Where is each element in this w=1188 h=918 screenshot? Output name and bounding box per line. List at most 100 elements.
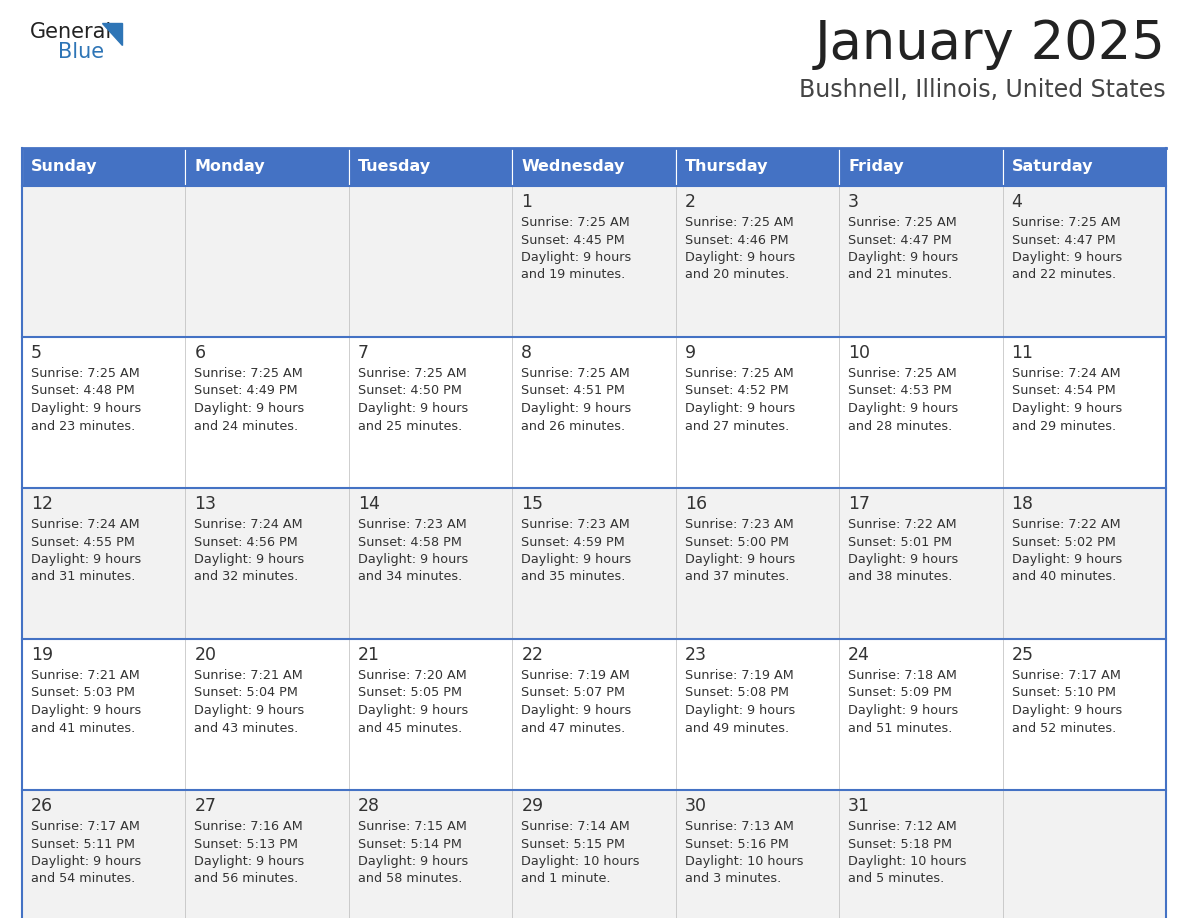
Text: Sunrise: 7:25 AM: Sunrise: 7:25 AM xyxy=(848,367,956,380)
Text: Sunset: 5:15 PM: Sunset: 5:15 PM xyxy=(522,837,625,850)
Text: Sunrise: 7:23 AM: Sunrise: 7:23 AM xyxy=(358,518,467,531)
Text: Daylight: 9 hours: Daylight: 9 hours xyxy=(195,704,304,717)
Text: Daylight: 9 hours: Daylight: 9 hours xyxy=(195,855,304,868)
Text: and 34 minutes.: and 34 minutes. xyxy=(358,570,462,584)
Text: Sunset: 5:09 PM: Sunset: 5:09 PM xyxy=(848,687,952,700)
Text: Daylight: 9 hours: Daylight: 9 hours xyxy=(848,402,959,415)
Text: and 56 minutes.: and 56 minutes. xyxy=(195,872,298,886)
Text: 25: 25 xyxy=(1011,646,1034,664)
Text: and 29 minutes.: and 29 minutes. xyxy=(1011,420,1116,432)
Text: Daylight: 9 hours: Daylight: 9 hours xyxy=(1011,402,1121,415)
Text: 31: 31 xyxy=(848,797,870,815)
Text: Sunrise: 7:17 AM: Sunrise: 7:17 AM xyxy=(1011,669,1120,682)
Text: Daylight: 9 hours: Daylight: 9 hours xyxy=(684,553,795,566)
Text: and 40 minutes.: and 40 minutes. xyxy=(1011,570,1116,584)
Text: Daylight: 9 hours: Daylight: 9 hours xyxy=(522,402,632,415)
Text: 26: 26 xyxy=(31,797,53,815)
Text: Sunrise: 7:25 AM: Sunrise: 7:25 AM xyxy=(848,216,956,229)
Text: Saturday: Saturday xyxy=(1011,160,1093,174)
Text: Sunset: 4:56 PM: Sunset: 4:56 PM xyxy=(195,535,298,548)
Text: 18: 18 xyxy=(1011,495,1034,513)
Bar xyxy=(839,148,1003,186)
Text: and 26 minutes.: and 26 minutes. xyxy=(522,420,625,432)
Text: Sunrise: 7:23 AM: Sunrise: 7:23 AM xyxy=(684,518,794,531)
Bar xyxy=(23,186,1165,337)
Text: Daylight: 9 hours: Daylight: 9 hours xyxy=(848,553,959,566)
Text: Sunrise: 7:20 AM: Sunrise: 7:20 AM xyxy=(358,669,467,682)
Bar xyxy=(23,488,1165,639)
Text: 24: 24 xyxy=(848,646,870,664)
Bar xyxy=(23,337,1165,488)
Text: Daylight: 9 hours: Daylight: 9 hours xyxy=(31,402,141,415)
Text: and 1 minute.: and 1 minute. xyxy=(522,872,611,886)
Text: 30: 30 xyxy=(684,797,707,815)
Text: Sunset: 5:18 PM: Sunset: 5:18 PM xyxy=(848,837,952,850)
Text: Sunset: 5:14 PM: Sunset: 5:14 PM xyxy=(358,837,462,850)
Text: Sunset: 4:58 PM: Sunset: 4:58 PM xyxy=(358,535,462,548)
Text: Daylight: 9 hours: Daylight: 9 hours xyxy=(1011,704,1121,717)
Text: and 32 minutes.: and 32 minutes. xyxy=(195,570,298,584)
Text: Daylight: 9 hours: Daylight: 9 hours xyxy=(358,855,468,868)
Text: Sunrise: 7:25 AM: Sunrise: 7:25 AM xyxy=(1011,216,1120,229)
Text: Sunrise: 7:25 AM: Sunrise: 7:25 AM xyxy=(522,216,630,229)
Text: Sunset: 5:07 PM: Sunset: 5:07 PM xyxy=(522,687,625,700)
Text: Sunrise: 7:22 AM: Sunrise: 7:22 AM xyxy=(1011,518,1120,531)
Text: 16: 16 xyxy=(684,495,707,513)
Text: Daylight: 9 hours: Daylight: 9 hours xyxy=(195,402,304,415)
Text: Daylight: 9 hours: Daylight: 9 hours xyxy=(358,402,468,415)
Text: and 51 minutes.: and 51 minutes. xyxy=(848,722,953,734)
Text: and 47 minutes.: and 47 minutes. xyxy=(522,722,626,734)
Text: Daylight: 9 hours: Daylight: 9 hours xyxy=(684,704,795,717)
Text: Daylight: 9 hours: Daylight: 9 hours xyxy=(848,704,959,717)
Text: Daylight: 9 hours: Daylight: 9 hours xyxy=(358,553,468,566)
Text: 6: 6 xyxy=(195,344,206,362)
Text: Tuesday: Tuesday xyxy=(358,160,431,174)
Text: 12: 12 xyxy=(31,495,53,513)
Text: Sunrise: 7:21 AM: Sunrise: 7:21 AM xyxy=(31,669,140,682)
Bar xyxy=(512,148,676,186)
Text: Sunset: 4:46 PM: Sunset: 4:46 PM xyxy=(684,233,789,247)
Text: Sunset: 4:59 PM: Sunset: 4:59 PM xyxy=(522,535,625,548)
Bar xyxy=(1003,148,1165,186)
Polygon shape xyxy=(102,23,122,45)
Text: Sunrise: 7:19 AM: Sunrise: 7:19 AM xyxy=(522,669,630,682)
Text: Sunrise: 7:24 AM: Sunrise: 7:24 AM xyxy=(1011,367,1120,380)
Text: and 21 minutes.: and 21 minutes. xyxy=(848,268,953,282)
Text: and 38 minutes.: and 38 minutes. xyxy=(848,570,953,584)
Text: Sunset: 4:49 PM: Sunset: 4:49 PM xyxy=(195,385,298,397)
Text: Sunset: 4:47 PM: Sunset: 4:47 PM xyxy=(848,233,952,247)
Text: Monday: Monday xyxy=(195,160,265,174)
Text: and 45 minutes.: and 45 minutes. xyxy=(358,722,462,734)
Bar xyxy=(23,639,1165,790)
Text: Sunset: 4:55 PM: Sunset: 4:55 PM xyxy=(31,535,135,548)
Text: 3: 3 xyxy=(848,193,859,211)
Text: Sunset: 4:45 PM: Sunset: 4:45 PM xyxy=(522,233,625,247)
Text: Sunset: 4:54 PM: Sunset: 4:54 PM xyxy=(1011,385,1116,397)
Bar xyxy=(349,148,512,186)
Text: Daylight: 10 hours: Daylight: 10 hours xyxy=(522,855,640,868)
Text: January 2025: January 2025 xyxy=(815,18,1165,70)
Text: and 22 minutes.: and 22 minutes. xyxy=(1011,268,1116,282)
Text: Sunrise: 7:25 AM: Sunrise: 7:25 AM xyxy=(31,367,140,380)
Bar xyxy=(23,148,185,186)
Text: Sunset: 5:10 PM: Sunset: 5:10 PM xyxy=(1011,687,1116,700)
Text: Sunset: 4:52 PM: Sunset: 4:52 PM xyxy=(684,385,789,397)
Text: and 52 minutes.: and 52 minutes. xyxy=(1011,722,1116,734)
Text: Sunrise: 7:12 AM: Sunrise: 7:12 AM xyxy=(848,820,956,833)
Text: Sunrise: 7:23 AM: Sunrise: 7:23 AM xyxy=(522,518,630,531)
Text: Daylight: 9 hours: Daylight: 9 hours xyxy=(522,251,632,264)
Text: Sunrise: 7:16 AM: Sunrise: 7:16 AM xyxy=(195,820,303,833)
Bar xyxy=(676,148,839,186)
Text: Daylight: 9 hours: Daylight: 9 hours xyxy=(358,704,468,717)
Text: 7: 7 xyxy=(358,344,368,362)
Text: Sunrise: 7:19 AM: Sunrise: 7:19 AM xyxy=(684,669,794,682)
Text: 27: 27 xyxy=(195,797,216,815)
Text: Sunrise: 7:17 AM: Sunrise: 7:17 AM xyxy=(31,820,140,833)
Text: 15: 15 xyxy=(522,495,543,513)
Text: Sunrise: 7:14 AM: Sunrise: 7:14 AM xyxy=(522,820,630,833)
Text: Daylight: 9 hours: Daylight: 9 hours xyxy=(684,251,795,264)
Text: Daylight: 9 hours: Daylight: 9 hours xyxy=(31,553,141,566)
Text: 19: 19 xyxy=(31,646,53,664)
Text: and 25 minutes.: and 25 minutes. xyxy=(358,420,462,432)
Text: Sunset: 4:51 PM: Sunset: 4:51 PM xyxy=(522,385,625,397)
